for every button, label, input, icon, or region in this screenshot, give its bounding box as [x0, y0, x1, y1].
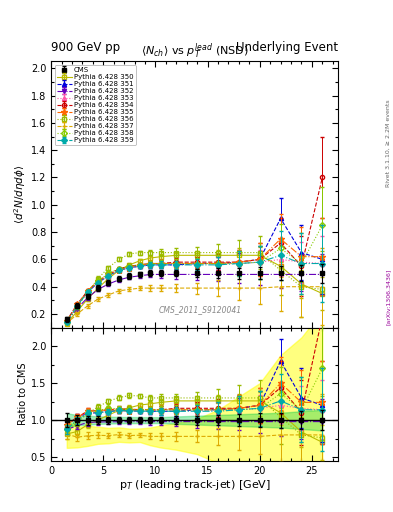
Y-axis label: $\langle d^2 N/d\eta d\phi\rangle$: $\langle d^2 N/d\eta d\phi\rangle$: [12, 165, 28, 224]
Text: 900 GeV pp: 900 GeV pp: [51, 41, 120, 54]
Text: Rivet 3.1.10, ≥ 2.2M events: Rivet 3.1.10, ≥ 2.2M events: [386, 99, 391, 187]
Y-axis label: Ratio to CMS: Ratio to CMS: [18, 363, 28, 425]
Title: $\langle N_{ch}\rangle$ vs $p_T^{lead}$ (NSD): $\langle N_{ch}\rangle$ vs $p_T^{lead}$ …: [141, 42, 248, 61]
Legend: CMS, Pythia 6.428 350, Pythia 6.428 351, Pythia 6.428 352, Pythia 6.428 353, Pyt: CMS, Pythia 6.428 350, Pythia 6.428 351,…: [55, 65, 136, 145]
X-axis label: p$_T$ (leading track-jet) [GeV]: p$_T$ (leading track-jet) [GeV]: [119, 478, 270, 493]
Text: [arXiv:1306.3436]: [arXiv:1306.3436]: [386, 269, 391, 325]
Text: Underlying Event: Underlying Event: [236, 41, 338, 54]
Text: CMS_2011_S9120041: CMS_2011_S9120041: [159, 305, 242, 314]
